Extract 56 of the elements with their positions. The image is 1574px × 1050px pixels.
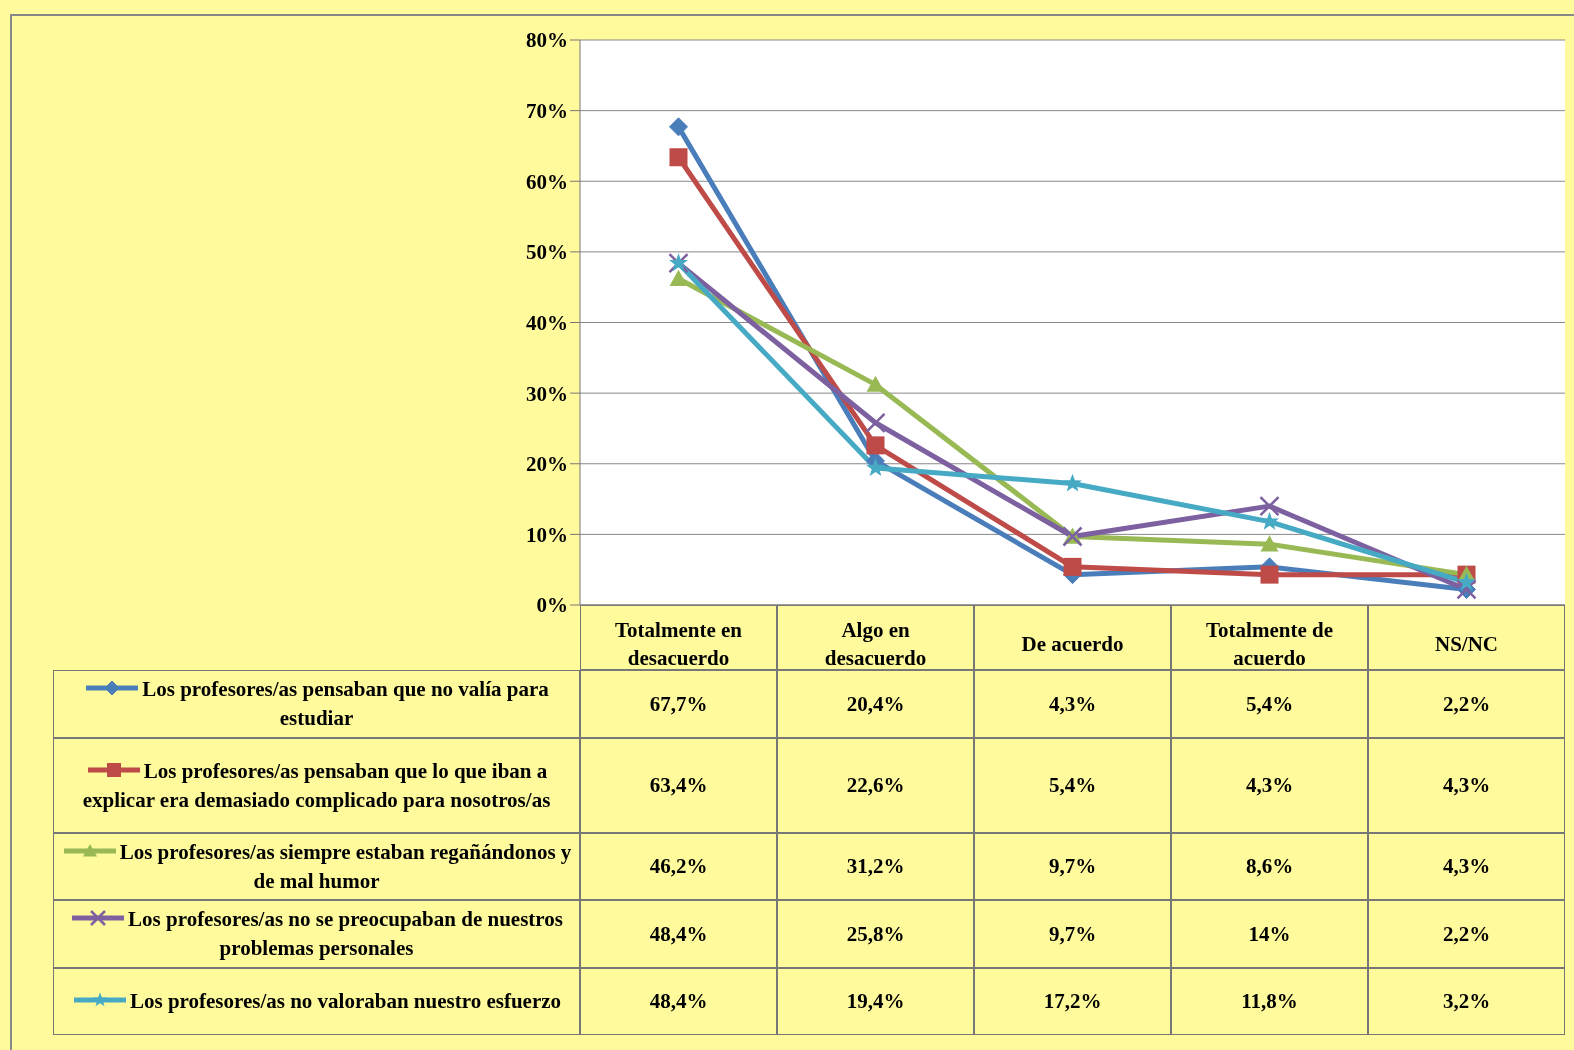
x-tick-label: De acuerdo	[1021, 632, 1124, 656]
x-tick-label: Algo en desacuerdo	[824, 618, 927, 670]
data-label: 46,2%	[580, 833, 777, 900]
legend-label: Los profesores/as siempre estaban regañándonos y de mal humor	[118, 838, 573, 895]
data-label: 25,8%	[777, 900, 974, 968]
data-label: 20,4%	[777, 670, 974, 738]
point	[866, 436, 885, 455]
point	[865, 412, 886, 434]
x-tick-label: Totalmente de acuerdo	[1206, 618, 1333, 670]
data-label: 5,4%	[1171, 670, 1368, 738]
data-label: 31,2%	[777, 833, 974, 900]
y-tick-label: 30%	[526, 381, 568, 406]
y-tick-label: 40%	[526, 310, 568, 335]
data-label: 4,3%	[974, 670, 1171, 738]
data-label: 11,8%	[1171, 968, 1368, 1035]
data-label: 9,7%	[974, 900, 1171, 968]
y-tick-label: 20%	[526, 452, 568, 477]
data-label: 4,3%	[1171, 738, 1368, 833]
point	[669, 269, 688, 286]
data-label: 5,4%	[974, 738, 1171, 833]
data-label: 22,6%	[777, 738, 974, 833]
data-label: 63,4%	[580, 738, 777, 833]
data-label: 2,2%	[1368, 900, 1565, 968]
data-label: 14%	[1171, 900, 1368, 968]
legend-label: Los profesores/as pensaban que no valía para estudiar	[141, 676, 550, 732]
x-tick-label: Totalmente en desacuerdo	[615, 618, 743, 670]
point	[669, 148, 688, 167]
data-label: 4,3%	[1368, 738, 1565, 833]
data-label: 67,7%	[580, 670, 777, 738]
point	[1259, 495, 1280, 517]
data-label: 3,2%	[1368, 968, 1565, 1035]
data-label: 8,6%	[1171, 833, 1368, 900]
legend-label: Los profesores/as no valoraban nuestro esfuerzo	[128, 988, 563, 1015]
point	[1457, 572, 1476, 591]
point	[1260, 565, 1279, 584]
data-label: 17,2%	[974, 968, 1171, 1035]
y-tick-label: 50%	[526, 240, 568, 265]
point	[669, 117, 688, 137]
point	[866, 458, 885, 476]
legend-label: Los profesores/as no se preocupaban de nuestros problemas personales	[127, 906, 564, 962]
data-label: 48,4%	[580, 900, 777, 968]
data-label: 48,4%	[580, 968, 777, 1035]
x-tick-label: NS/NC	[1434, 632, 1499, 656]
point	[1260, 535, 1279, 552]
y-tick-label: 80%	[526, 28, 568, 53]
point	[1063, 557, 1082, 576]
data-label: 4,3%	[1368, 833, 1565, 900]
y-tick-label: 70%	[526, 99, 568, 124]
data-label: 9,7%	[974, 833, 1171, 900]
legend-label: Los profesores/as pensaban que lo que iban a explicar era demasiado complicado para nosotros/as	[81, 757, 552, 814]
data-label: 2,2%	[1368, 670, 1565, 738]
data-label: 19,4%	[777, 968, 974, 1035]
y-tick-label: 60%	[526, 169, 568, 194]
y-tick-label: 0%	[536, 593, 568, 618]
y-tick-label: 10%	[526, 522, 568, 547]
point	[1063, 473, 1082, 492]
